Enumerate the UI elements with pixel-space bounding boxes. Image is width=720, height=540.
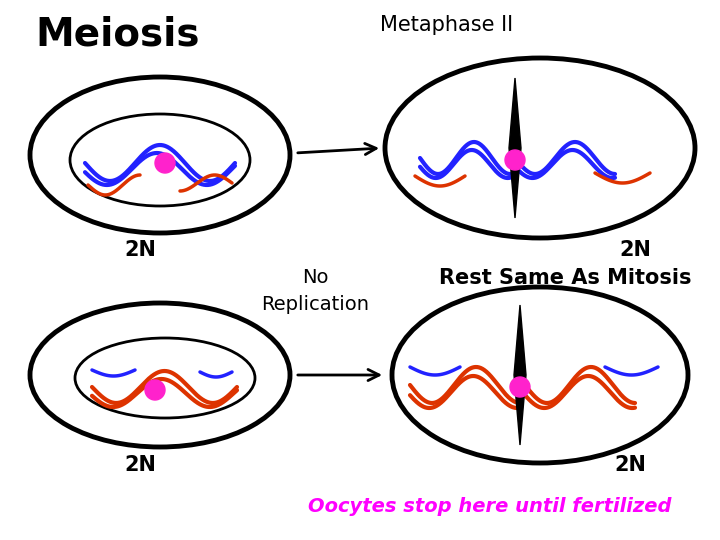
- Text: 2N: 2N: [124, 240, 156, 260]
- Text: 2N: 2N: [614, 455, 646, 475]
- Text: Oocytes stop here until fertilized: Oocytes stop here until fertilized: [308, 497, 672, 516]
- Ellipse shape: [70, 114, 250, 206]
- Text: 2N: 2N: [619, 240, 651, 260]
- Ellipse shape: [392, 287, 688, 463]
- Ellipse shape: [385, 58, 695, 238]
- Circle shape: [510, 377, 530, 397]
- Text: Meiosis: Meiosis: [35, 15, 199, 53]
- Circle shape: [155, 153, 175, 173]
- Ellipse shape: [30, 303, 290, 447]
- Text: Metaphase II: Metaphase II: [380, 15, 513, 35]
- Text: 2N: 2N: [124, 455, 156, 475]
- Ellipse shape: [75, 338, 255, 418]
- Text: No
Replication: No Replication: [261, 268, 369, 314]
- Polygon shape: [514, 305, 526, 445]
- Circle shape: [145, 380, 165, 400]
- Text: Rest Same As Mitosis: Rest Same As Mitosis: [438, 268, 691, 288]
- Polygon shape: [509, 78, 521, 218]
- Ellipse shape: [30, 77, 290, 233]
- Circle shape: [505, 150, 525, 170]
